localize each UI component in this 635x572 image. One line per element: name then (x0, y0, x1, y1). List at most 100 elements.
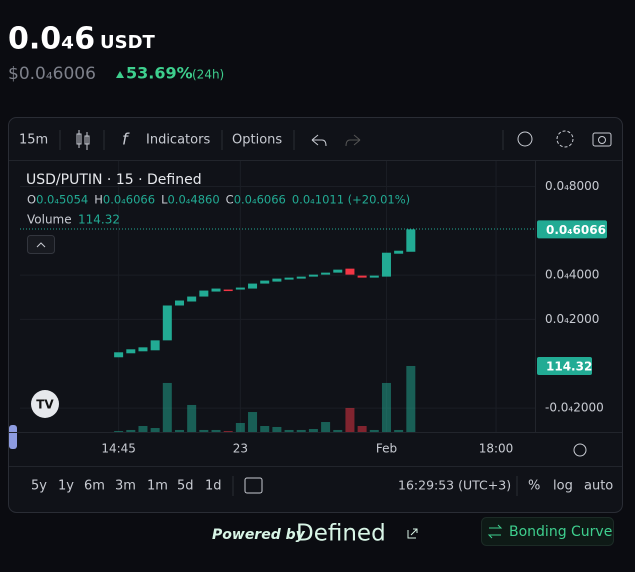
volume-bar (138, 425, 148, 432)
candle-body (381, 252, 391, 277)
last-price-tag (537, 220, 607, 239)
change-period: (24h) (192, 68, 224, 82)
volume-label: Volume (27, 213, 72, 227)
volume-bar (406, 365, 416, 432)
candle-body (406, 229, 416, 252)
candle-body (369, 275, 379, 278)
volume-bar (260, 425, 270, 432)
volume-bar (150, 428, 160, 432)
powered-by: Powered by (212, 527, 306, 543)
legend-value: 0.0₄6066 (103, 193, 155, 207)
legend-key: C (226, 193, 234, 207)
candle-body (284, 277, 294, 280)
price: 0.0₄6 (8, 22, 95, 57)
indicators[interactable]: Indicators (146, 133, 210, 148)
range-button[interactable]: 5d (177, 479, 194, 494)
candle-body (296, 276, 306, 279)
range-button[interactable]: 1m (147, 479, 168, 494)
panel (8, 117, 623, 513)
volume-bar (248, 412, 258, 432)
scroll-handle[interactable] (9, 425, 17, 449)
candle-body (321, 272, 331, 275)
legend-key: H (94, 193, 103, 207)
range-buttons: 5y 1y 6m 3m 1m 5d 1d (31, 479, 222, 494)
y-tick-label: 0.0₄8000 (545, 179, 599, 193)
tv-logo[interactable] (31, 390, 59, 418)
candle-body (357, 275, 367, 278)
percent-toggle[interactable]: % (528, 479, 540, 494)
range-button[interactable]: 6m (84, 479, 105, 494)
camera-icon[interactable] (592, 132, 612, 147)
volume-bar (272, 426, 282, 432)
bonding-curve-label: Bonding Curve (509, 524, 612, 540)
volume-bar (308, 428, 318, 432)
x-tick-label: Feb (376, 442, 397, 456)
clock: 16:29:53 (UTC+3) (398, 478, 511, 493)
legend-value: 0.0₄5054 (36, 193, 88, 207)
up-arrow (116, 71, 124, 78)
volume-bar (381, 382, 391, 432)
candle-body (394, 250, 404, 254)
volume-bar (126, 429, 136, 432)
candle-body (138, 347, 148, 352)
legend-value: 0.0₄4860 (167, 193, 219, 207)
alert-icon[interactable] (517, 131, 533, 147)
axis-settings[interactable] (573, 443, 587, 457)
candle-body (162, 305, 172, 341)
candle-body (174, 300, 184, 306)
collapse-button[interactable] (27, 235, 55, 254)
grid (20, 161, 535, 432)
candle-body (187, 296, 197, 302)
ohlc-legend: O 0.0₄5054 H 0.0₄6066 L 0.0₄4860 C 0.0₄6066 0.0₄… (27, 193, 410, 207)
range-button[interactable]: 5y (31, 479, 47, 494)
legend-key: O (27, 193, 36, 207)
volume-tag (537, 356, 592, 375)
price-unit: USDT (100, 32, 156, 53)
volume-bar (369, 429, 379, 432)
candle-body (308, 274, 318, 277)
interval[interactable]: 15m (19, 133, 48, 148)
log-toggle[interactable]: log (553, 479, 573, 494)
volume-bar (162, 382, 172, 432)
volume-bar (174, 429, 184, 432)
tv-logo-text: TV (36, 398, 54, 412)
volume-bar (394, 429, 404, 432)
volume-bar (114, 431, 124, 432)
settings-icon[interactable] (556, 130, 574, 148)
auto-toggle[interactable]: auto (584, 479, 613, 494)
date-range-icon[interactable] (244, 477, 263, 494)
volume-bar (235, 422, 245, 432)
candle-body (150, 340, 160, 351)
candle-body (272, 278, 282, 282)
y-tick-label: 0.0₄4000 (545, 268, 599, 282)
range-button[interactable]: 1y (58, 479, 74, 494)
bonding-curve-button[interactable] (481, 517, 614, 546)
candle-body (235, 287, 245, 290)
y-tick-label: -0.0₄2000 (545, 401, 604, 415)
range-button[interactable]: 1d (205, 479, 222, 494)
brand[interactable]: Defined (296, 521, 386, 547)
y-tick-label: 0.0₄2000 (545, 312, 599, 326)
camera-lens (598, 136, 606, 144)
chevron (36, 242, 46, 248)
candle-body (211, 288, 221, 292)
x-tick-label: 18:00 (479, 442, 514, 456)
options[interactable]: Options (232, 133, 282, 148)
redo[interactable] (345, 134, 361, 147)
x-tick-label: 14:45 (101, 442, 136, 456)
range-button[interactable]: 3m (115, 479, 136, 494)
candle-icon[interactable] (76, 130, 90, 150)
volume-bar (199, 429, 209, 432)
candle-body (345, 268, 355, 275)
last-price-label: 0.0₄6066 (546, 223, 606, 237)
volume-bar (333, 429, 343, 432)
legend-value: 0.0₄6066 (234, 193, 286, 207)
candle-body (333, 269, 343, 273)
volume-bar (187, 404, 197, 432)
volume-bar (211, 429, 221, 432)
candle-body (260, 280, 270, 284)
volume-bar (357, 425, 367, 432)
volume-bar (284, 429, 294, 432)
undo[interactable] (311, 134, 327, 147)
